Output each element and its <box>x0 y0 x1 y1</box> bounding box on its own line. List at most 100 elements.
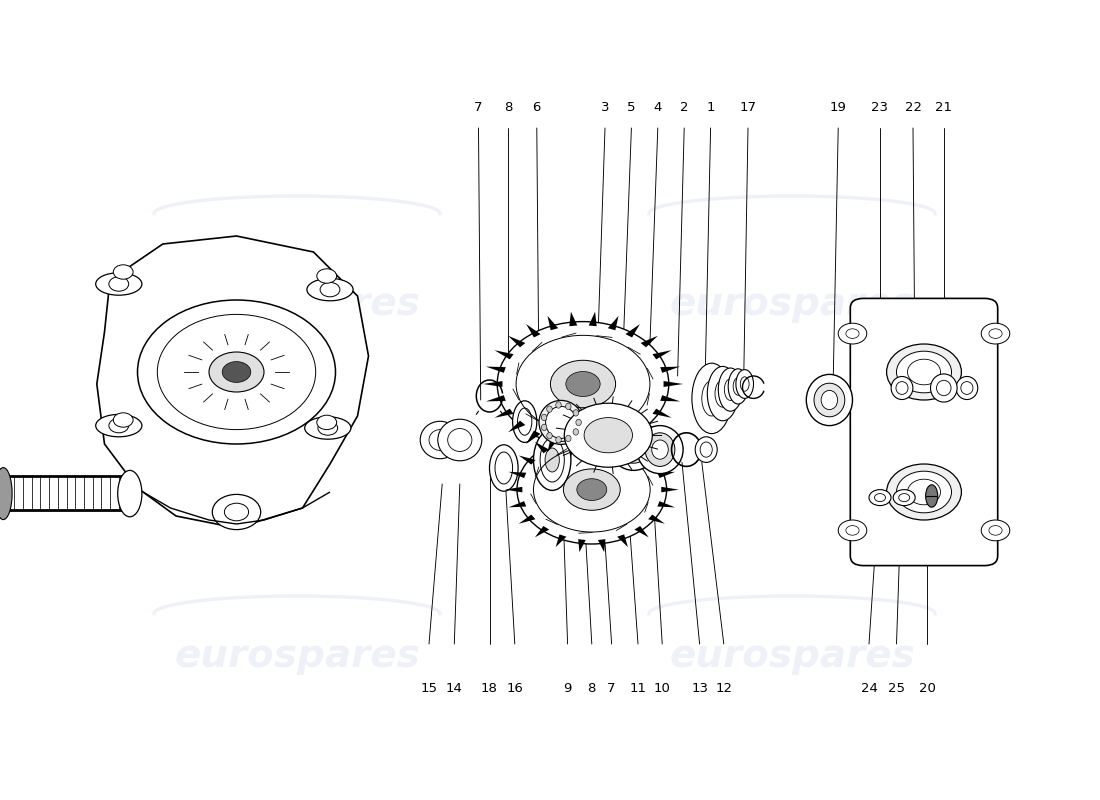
Circle shape <box>222 362 251 382</box>
Polygon shape <box>588 312 596 326</box>
Text: 22: 22 <box>904 101 922 114</box>
Text: eurospares: eurospares <box>174 637 420 675</box>
Ellipse shape <box>931 374 957 402</box>
Text: 17: 17 <box>739 101 757 114</box>
Text: 5: 5 <box>627 101 636 114</box>
Polygon shape <box>660 395 680 402</box>
Ellipse shape <box>956 377 978 399</box>
Circle shape <box>497 322 669 446</box>
Ellipse shape <box>556 402 561 408</box>
Text: 25: 25 <box>888 682 905 694</box>
Circle shape <box>584 418 632 453</box>
Circle shape <box>138 300 336 444</box>
Ellipse shape <box>695 437 717 462</box>
Ellipse shape <box>547 433 552 439</box>
Ellipse shape <box>96 273 142 295</box>
Polygon shape <box>548 438 558 452</box>
Text: 2: 2 <box>680 101 689 114</box>
Text: 11: 11 <box>629 682 647 694</box>
Polygon shape <box>652 409 672 418</box>
Ellipse shape <box>118 470 142 517</box>
Text: 13: 13 <box>691 682 708 694</box>
Ellipse shape <box>718 368 743 411</box>
Circle shape <box>565 371 601 397</box>
Polygon shape <box>526 324 540 338</box>
Text: 7: 7 <box>474 101 483 114</box>
Ellipse shape <box>896 471 951 513</box>
Polygon shape <box>483 381 503 387</box>
Text: 21: 21 <box>935 101 953 114</box>
Ellipse shape <box>307 278 353 301</box>
Ellipse shape <box>926 485 937 507</box>
Ellipse shape <box>624 435 642 456</box>
Ellipse shape <box>565 403 571 410</box>
Polygon shape <box>535 526 549 538</box>
Ellipse shape <box>637 426 683 474</box>
Polygon shape <box>494 350 514 359</box>
Text: 1: 1 <box>706 101 715 114</box>
Polygon shape <box>660 366 680 373</box>
Ellipse shape <box>814 383 845 417</box>
Circle shape <box>576 478 607 501</box>
Polygon shape <box>635 526 649 538</box>
Ellipse shape <box>645 433 675 466</box>
Ellipse shape <box>609 421 658 470</box>
Polygon shape <box>97 236 369 528</box>
Polygon shape <box>658 501 675 507</box>
Polygon shape <box>508 501 526 507</box>
Polygon shape <box>526 430 540 444</box>
Polygon shape <box>648 455 664 465</box>
Circle shape <box>317 269 337 283</box>
Text: 3: 3 <box>601 101 609 114</box>
Text: 8: 8 <box>587 682 596 694</box>
Circle shape <box>838 323 867 344</box>
Polygon shape <box>658 472 675 478</box>
Polygon shape <box>486 395 506 402</box>
Polygon shape <box>570 312 578 326</box>
Text: 20: 20 <box>918 682 936 694</box>
Polygon shape <box>486 366 506 373</box>
Ellipse shape <box>541 424 547 430</box>
Polygon shape <box>508 421 526 432</box>
Ellipse shape <box>547 406 552 412</box>
Circle shape <box>209 352 264 392</box>
Text: 9: 9 <box>563 682 572 694</box>
Circle shape <box>550 360 616 408</box>
Ellipse shape <box>546 406 576 438</box>
Polygon shape <box>652 350 672 359</box>
Polygon shape <box>579 427 585 440</box>
Ellipse shape <box>573 410 579 416</box>
Polygon shape <box>608 316 618 330</box>
Ellipse shape <box>0 467 12 520</box>
Text: 14: 14 <box>446 682 463 694</box>
Text: eurospares: eurospares <box>669 285 915 323</box>
Ellipse shape <box>651 440 669 459</box>
Polygon shape <box>648 514 664 524</box>
Text: 6: 6 <box>532 101 541 114</box>
Circle shape <box>838 520 867 541</box>
Polygon shape <box>570 442 578 456</box>
Circle shape <box>564 403 652 467</box>
Text: 19: 19 <box>829 101 847 114</box>
Text: 8: 8 <box>504 101 513 114</box>
Polygon shape <box>548 316 558 330</box>
Polygon shape <box>588 442 596 456</box>
Ellipse shape <box>728 369 748 404</box>
Polygon shape <box>508 472 526 478</box>
Text: 12: 12 <box>715 682 733 694</box>
Circle shape <box>517 435 667 544</box>
Polygon shape <box>617 534 628 547</box>
Ellipse shape <box>707 366 738 421</box>
Polygon shape <box>556 534 566 547</box>
Circle shape <box>981 323 1010 344</box>
Circle shape <box>317 415 337 430</box>
Polygon shape <box>608 438 618 452</box>
Ellipse shape <box>692 363 732 434</box>
Ellipse shape <box>573 429 579 435</box>
Ellipse shape <box>546 448 560 472</box>
Text: eurospares: eurospares <box>174 285 420 323</box>
Polygon shape <box>508 336 526 347</box>
Text: 23: 23 <box>871 101 889 114</box>
Circle shape <box>113 265 133 279</box>
Polygon shape <box>598 427 605 440</box>
